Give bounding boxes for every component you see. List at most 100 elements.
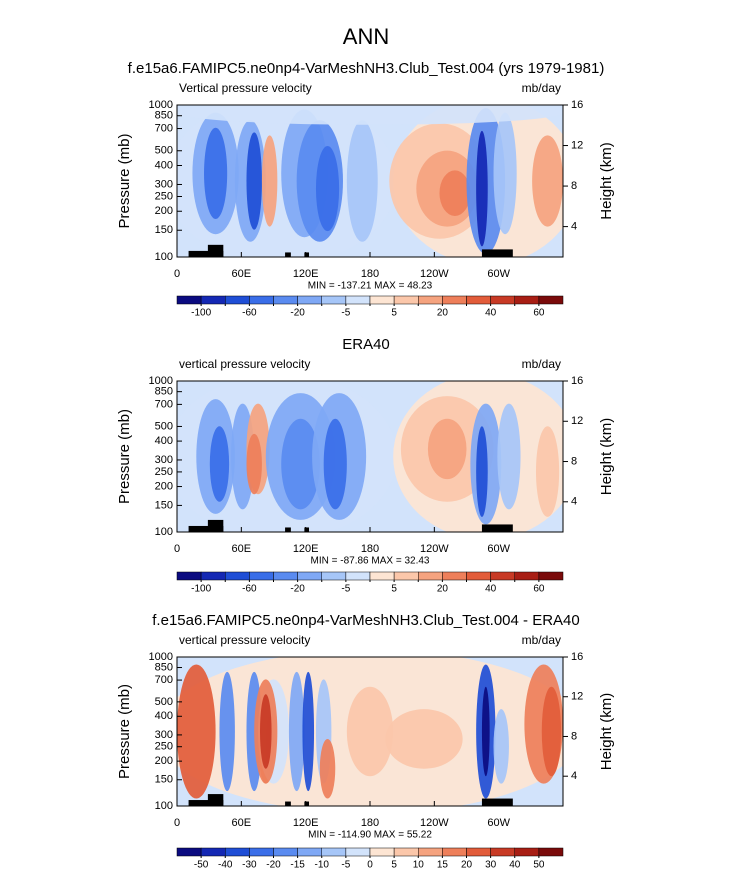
contour-area (219, 671, 235, 792)
colorbar-box (176, 295, 202, 305)
stats-label: MIN = -137.21 MAX = 48.23 (308, 281, 433, 292)
topography (285, 527, 291, 532)
y-tick-label: 150 (155, 224, 173, 236)
colorbar-box (369, 847, 395, 857)
colorbar-label: -15 (290, 860, 305, 871)
colorbar-label: -60 (242, 308, 257, 319)
y-tick-label: 200 (155, 480, 173, 492)
colorbar-box (369, 571, 395, 581)
y-tick-label: 300 (155, 178, 173, 190)
y-tick-label: 300 (155, 454, 173, 466)
contour-area (259, 694, 272, 769)
colorbar-box (225, 571, 250, 581)
units-label: mb/day (522, 357, 561, 371)
colorbar-box (393, 571, 419, 581)
contour-area (427, 418, 467, 480)
x-tick-label: 120E (293, 268, 319, 280)
x-tick-label: 60W (487, 268, 510, 280)
colorbar-label: -20 (266, 860, 281, 871)
colorbar-label: -5 (341, 860, 350, 871)
colorbar-box (225, 295, 250, 305)
colorbar-box (273, 571, 298, 581)
colorbar-box (490, 847, 515, 857)
colorbar-label: 5 (391, 308, 397, 319)
colorbar-label: -40 (218, 860, 233, 871)
colorbar-box (297, 295, 322, 305)
colorbar-box (345, 571, 371, 581)
y-tick-label: 200 (155, 205, 173, 217)
x-tick-label: 120W (420, 817, 449, 829)
y-tick-label: 100 (155, 800, 173, 812)
x-tick-label: 60W (487, 817, 510, 829)
colorbar-box (514, 295, 540, 305)
colorbar-box (225, 847, 250, 857)
colorbar-box (514, 571, 540, 581)
colorbar-box (538, 295, 564, 305)
y-tick-label: 700 (155, 398, 173, 410)
colorbar-box (490, 571, 515, 581)
contour-field (177, 657, 563, 806)
panel-title: f.e15a6.FAMIPC5.ne0np4-VarMeshNH3.Club_T… (152, 612, 579, 629)
x-tick-label: 0 (174, 817, 180, 829)
contour-area (476, 130, 488, 247)
colorbar-label: -60 (242, 584, 257, 595)
colorbar-box (273, 295, 298, 305)
colorbar-label: 60 (533, 584, 545, 595)
stats-label: MIN = -87.86 MAX = 32.43 (311, 556, 430, 567)
colorbar-label: 50 (533, 860, 545, 871)
colorbar-label: 20 (437, 584, 449, 595)
panel-subtitle: Vertical pressure velocity (179, 81, 312, 95)
topography (207, 519, 224, 532)
y-tick-label: 400 (155, 159, 173, 171)
colorbar-box (176, 571, 202, 581)
colorbar-box (538, 571, 564, 581)
topography (304, 527, 310, 532)
y-axis-label: Pressure (mb) (116, 133, 133, 228)
y-tick-label: 100 (155, 526, 173, 538)
x-tick-label: 120E (293, 543, 319, 555)
contour-field (177, 381, 563, 532)
contour-area (261, 135, 278, 227)
colorbar-box (393, 847, 419, 857)
panel: ERA40 vertical pressure velocity mb/day 100… (116, 336, 615, 595)
contour-area (315, 146, 340, 232)
topography (481, 249, 513, 257)
y-axis-label: Pressure (mb) (116, 684, 133, 779)
topography (481, 798, 513, 806)
colorbar-label: 20 (437, 308, 449, 319)
x-tick-label: 60E (232, 543, 252, 555)
contour-area (246, 132, 262, 230)
contour-area (541, 686, 562, 777)
colorbar-label: 40 (485, 308, 497, 319)
colorbar-label: 40 (509, 860, 521, 871)
colorbar-box (418, 295, 443, 305)
colorbar-box (442, 847, 467, 857)
contour-area (246, 433, 262, 495)
y2-axis-label: Height (km) (598, 418, 615, 496)
colorbar-box (466, 571, 491, 581)
topography (304, 801, 310, 806)
contour-area (385, 709, 463, 769)
contour-area (302, 671, 315, 792)
colorbar-box (297, 571, 322, 581)
units-label: mb/day (522, 633, 561, 647)
x-tick-label: 60E (232, 817, 252, 829)
topography (207, 244, 224, 257)
contour-area (319, 738, 336, 799)
colorbar-box (297, 847, 322, 857)
y2-tick-label: 12 (571, 139, 583, 151)
topography (285, 801, 291, 806)
x-tick-label: 0 (174, 543, 180, 555)
colorbar-box (490, 295, 515, 305)
contour-area (346, 686, 394, 777)
y2-tick-label: 12 (571, 691, 583, 703)
colorbar-box (442, 571, 467, 581)
colorbar-box (200, 571, 226, 581)
colorbar-box (538, 847, 564, 857)
colorbar-box (466, 295, 491, 305)
contour-area (204, 127, 228, 219)
colorbar-label: 40 (485, 584, 497, 595)
colorbar-label: -10 (315, 860, 330, 871)
colorbar-box (393, 295, 419, 305)
topography (285, 252, 291, 257)
